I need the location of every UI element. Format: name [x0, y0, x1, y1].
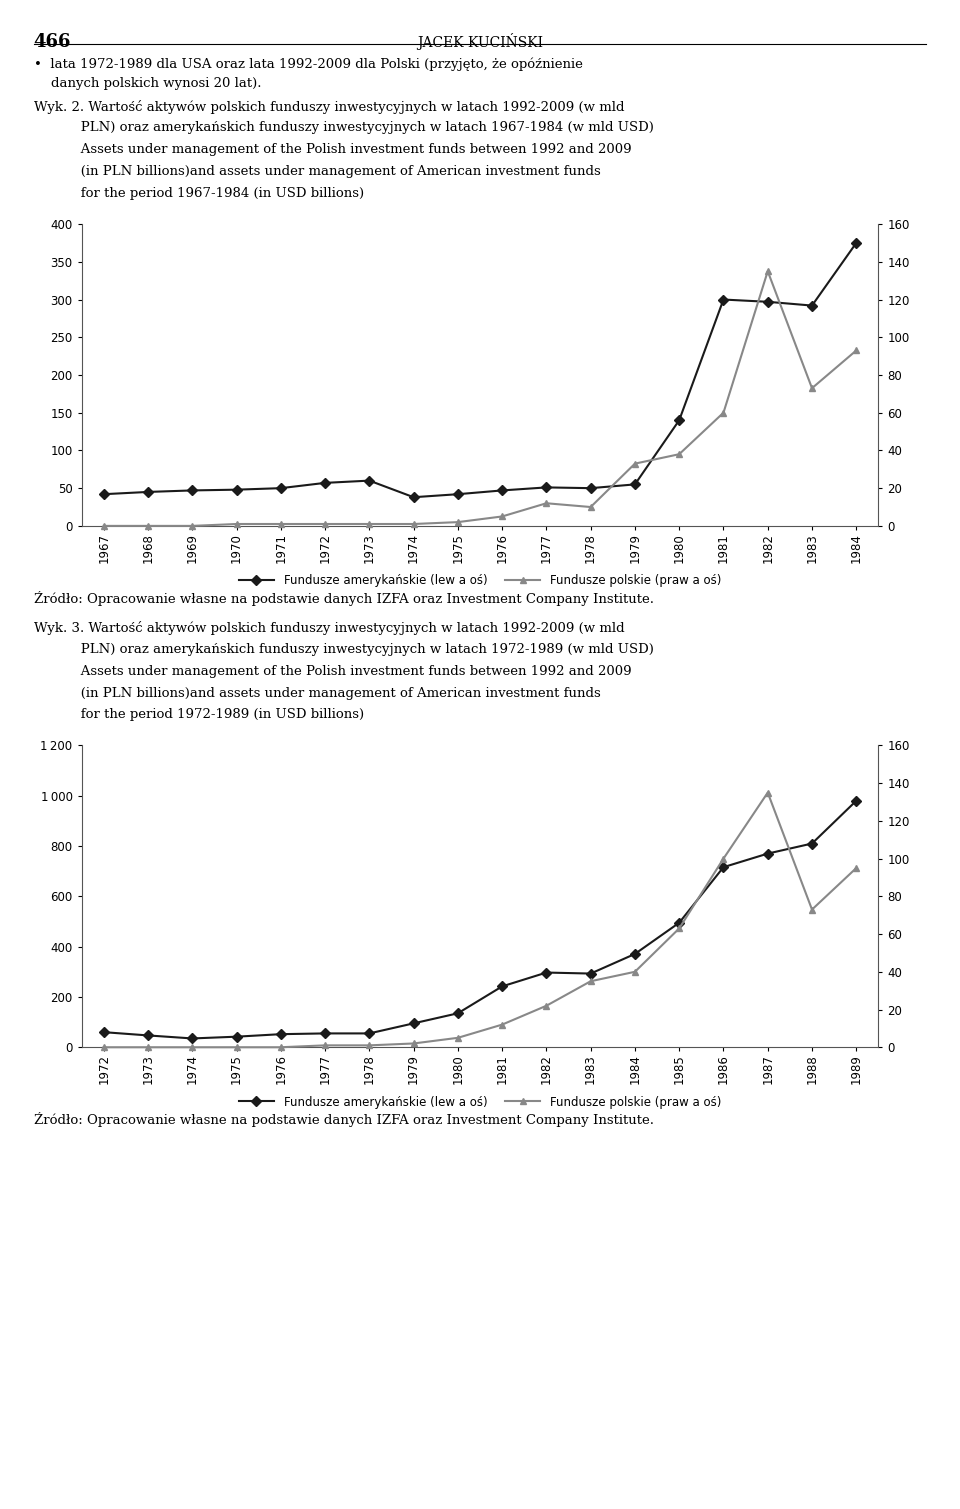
Fundusze polskie (praw a oś) [452, 513, 464, 531]
Fundusze polskie (praw a oś) [276, 1038, 287, 1056]
Text: (in PLN billions)and assets under management of American investment funds: (in PLN billions)and assets under manage… [34, 687, 600, 700]
Text: PLN) oraz amerykańskich funduszy inwestycyjnych w latach 1972-1989 (w mld USD): PLN) oraz amerykańskich funduszy inwesty… [34, 643, 654, 656]
Fundusze polskie (praw a oś) [629, 963, 640, 981]
Legend: Fundusze amerykańskie (lew a oś), Fundusze polskie (praw a oś): Fundusze amerykańskie (lew a oś), Fundus… [234, 1091, 726, 1114]
Fundusze amerykańskie (lew a oś) [452, 1005, 464, 1023]
Fundusze amerykańskie (lew a oś) [276, 480, 287, 498]
Fundusze amerykańskie (lew a oś) [320, 1025, 331, 1043]
Fundusze polskie (praw a oś) [98, 516, 109, 536]
Fundusze amerykańskie (lew a oś) [540, 964, 552, 982]
Fundusze polskie (praw a oś) [230, 1038, 242, 1056]
Fundusze amerykańskie (lew a oś) [673, 410, 684, 429]
Fundusze amerykańskie (lew a oś) [629, 475, 640, 493]
Fundusze polskie (praw a oś) [806, 379, 818, 397]
Text: for the period 1967-1984 (in USD billions): for the period 1967-1984 (in USD billion… [34, 187, 364, 201]
Fundusze polskie (praw a oś) [629, 454, 640, 472]
Fundusze polskie (praw a oś) [851, 859, 862, 877]
Line: Fundusze polskie (praw a oś): Fundusze polskie (praw a oś) [100, 267, 860, 530]
Fundusze polskie (praw a oś) [186, 1038, 198, 1056]
Fundusze polskie (praw a oś) [186, 516, 198, 536]
Fundusze amerykańskie (lew a oś) [408, 489, 420, 507]
Text: 466: 466 [34, 33, 71, 51]
Fundusze polskie (praw a oś) [496, 507, 508, 525]
Fundusze polskie (praw a oś) [806, 901, 818, 919]
Fundusze polskie (praw a oś) [762, 783, 774, 801]
Fundusze amerykańskie (lew a oś) [673, 914, 684, 933]
Fundusze polskie (praw a oś) [364, 515, 375, 533]
Text: Wyk. 2. Wartość aktywów polskich funduszy inwestycyjnych w latach 1992-2009 (w m: Wyk. 2. Wartość aktywów polskich fundusz… [34, 100, 624, 113]
Fundusze polskie (praw a oś) [540, 495, 552, 513]
Fundusze amerykańskie (lew a oś) [98, 1023, 109, 1041]
Fundusze polskie (praw a oś) [142, 516, 154, 536]
Fundusze amerykańskie (lew a oś) [98, 486, 109, 504]
Fundusze polskie (praw a oś) [320, 1037, 331, 1055]
Text: danych polskich wynosi 20 lat).: danych polskich wynosi 20 lat). [34, 77, 261, 91]
Fundusze amerykańskie (lew a oś) [585, 964, 596, 982]
Fundusze amerykańskie (lew a oś) [230, 1028, 242, 1046]
Fundusze polskie (praw a oś) [364, 1037, 375, 1055]
Fundusze amerykańskie (lew a oś) [364, 1025, 375, 1043]
Fundusze polskie (praw a oś) [408, 515, 420, 533]
Line: Fundusze amerykańskie (lew a oś): Fundusze amerykańskie (lew a oś) [100, 240, 860, 501]
Fundusze polskie (praw a oś) [408, 1035, 420, 1053]
Fundusze amerykańskie (lew a oś) [540, 478, 552, 496]
Line: Fundusze polskie (praw a oś): Fundusze polskie (praw a oś) [100, 789, 860, 1050]
Fundusze polskie (praw a oś) [718, 850, 730, 868]
Fundusze amerykańskie (lew a oś) [186, 481, 198, 499]
Fundusze amerykańskie (lew a oś) [142, 483, 154, 501]
Fundusze amerykańskie (lew a oś) [496, 481, 508, 499]
Text: for the period 1972-1989 (in USD billions): for the period 1972-1989 (in USD billion… [34, 709, 364, 721]
Fundusze polskie (praw a oś) [585, 972, 596, 990]
Text: Wyk. 3. Wartość aktywów polskich funduszy inwestycyjnych w latach 1992-2009 (w m: Wyk. 3. Wartość aktywów polskich fundusz… [34, 622, 624, 635]
Text: PLN) oraz amerykańskich funduszy inwestycyjnych w latach 1967-1984 (w mld USD): PLN) oraz amerykańskich funduszy inwesty… [34, 121, 654, 134]
Fundusze polskie (praw a oś) [276, 515, 287, 533]
Fundusze polskie (praw a oś) [673, 919, 684, 937]
Text: Źródło: Opracowanie własne na podstawie danych IZFA oraz Investment Company Inst: Źródło: Opracowanie własne na podstawie … [34, 1112, 654, 1127]
Fundusze polskie (praw a oś) [496, 1016, 508, 1034]
Fundusze amerykańskie (lew a oś) [762, 293, 774, 311]
Fundusze amerykańskie (lew a oś) [364, 471, 375, 489]
Fundusze polskie (praw a oś) [230, 515, 242, 533]
Fundusze amerykańskie (lew a oś) [408, 1014, 420, 1032]
Text: Assets under management of the Polish investment funds between 1992 and 2009: Assets under management of the Polish in… [34, 665, 632, 678]
Fundusze polskie (praw a oś) [673, 445, 684, 463]
Fundusze amerykańskie (lew a oś) [851, 234, 862, 252]
Fundusze amerykańskie (lew a oś) [452, 486, 464, 504]
Text: JACEK KUCIŃSKI: JACEK KUCIŃSKI [417, 33, 543, 50]
Fundusze amerykańskie (lew a oś) [496, 978, 508, 996]
Fundusze polskie (praw a oś) [320, 515, 331, 533]
Fundusze amerykańskie (lew a oś) [851, 792, 862, 810]
Line: Fundusze amerykańskie (lew a oś): Fundusze amerykańskie (lew a oś) [100, 797, 860, 1041]
Fundusze amerykańskie (lew a oś) [762, 845, 774, 863]
Fundusze amerykańskie (lew a oś) [230, 480, 242, 498]
Text: •  lata 1972-1989 dla USA oraz lata 1992-2009 dla Polski (przyjęto, że opóźnieni: • lata 1972-1989 dla USA oraz lata 1992-… [34, 57, 583, 71]
Text: (in PLN billions)and assets under management of American investment funds: (in PLN billions)and assets under manage… [34, 166, 600, 178]
Fundusze amerykańskie (lew a oś) [276, 1025, 287, 1043]
Fundusze polskie (praw a oś) [452, 1029, 464, 1047]
Fundusze amerykańskie (lew a oś) [718, 859, 730, 877]
Fundusze polskie (praw a oś) [762, 263, 774, 281]
Text: Źródło: Opracowanie własne na podstawie danych IZFA oraz Investment Company Inst: Źródło: Opracowanie własne na podstawie … [34, 592, 654, 605]
Fundusze amerykańskie (lew a oś) [806, 296, 818, 315]
Fundusze polskie (praw a oś) [585, 498, 596, 516]
Fundusze polskie (praw a oś) [540, 997, 552, 1016]
Fundusze polskie (praw a oś) [851, 341, 862, 359]
Fundusze amerykańskie (lew a oś) [320, 474, 331, 492]
Fundusze amerykańskie (lew a oś) [585, 480, 596, 498]
Fundusze amerykańskie (lew a oś) [629, 945, 640, 963]
Fundusze polskie (praw a oś) [142, 1038, 154, 1056]
Text: Assets under management of the Polish investment funds between 1992 and 2009: Assets under management of the Polish in… [34, 143, 632, 157]
Fundusze polskie (praw a oś) [718, 404, 730, 423]
Fundusze amerykańskie (lew a oś) [806, 834, 818, 853]
Fundusze polskie (praw a oś) [98, 1038, 109, 1056]
Fundusze amerykańskie (lew a oś) [142, 1026, 154, 1044]
Fundusze amerykańskie (lew a oś) [186, 1029, 198, 1047]
Fundusze amerykańskie (lew a oś) [718, 291, 730, 309]
Legend: Fundusze amerykańskie (lew a oś), Fundusze polskie (praw a oś): Fundusze amerykańskie (lew a oś), Fundus… [234, 569, 726, 592]
